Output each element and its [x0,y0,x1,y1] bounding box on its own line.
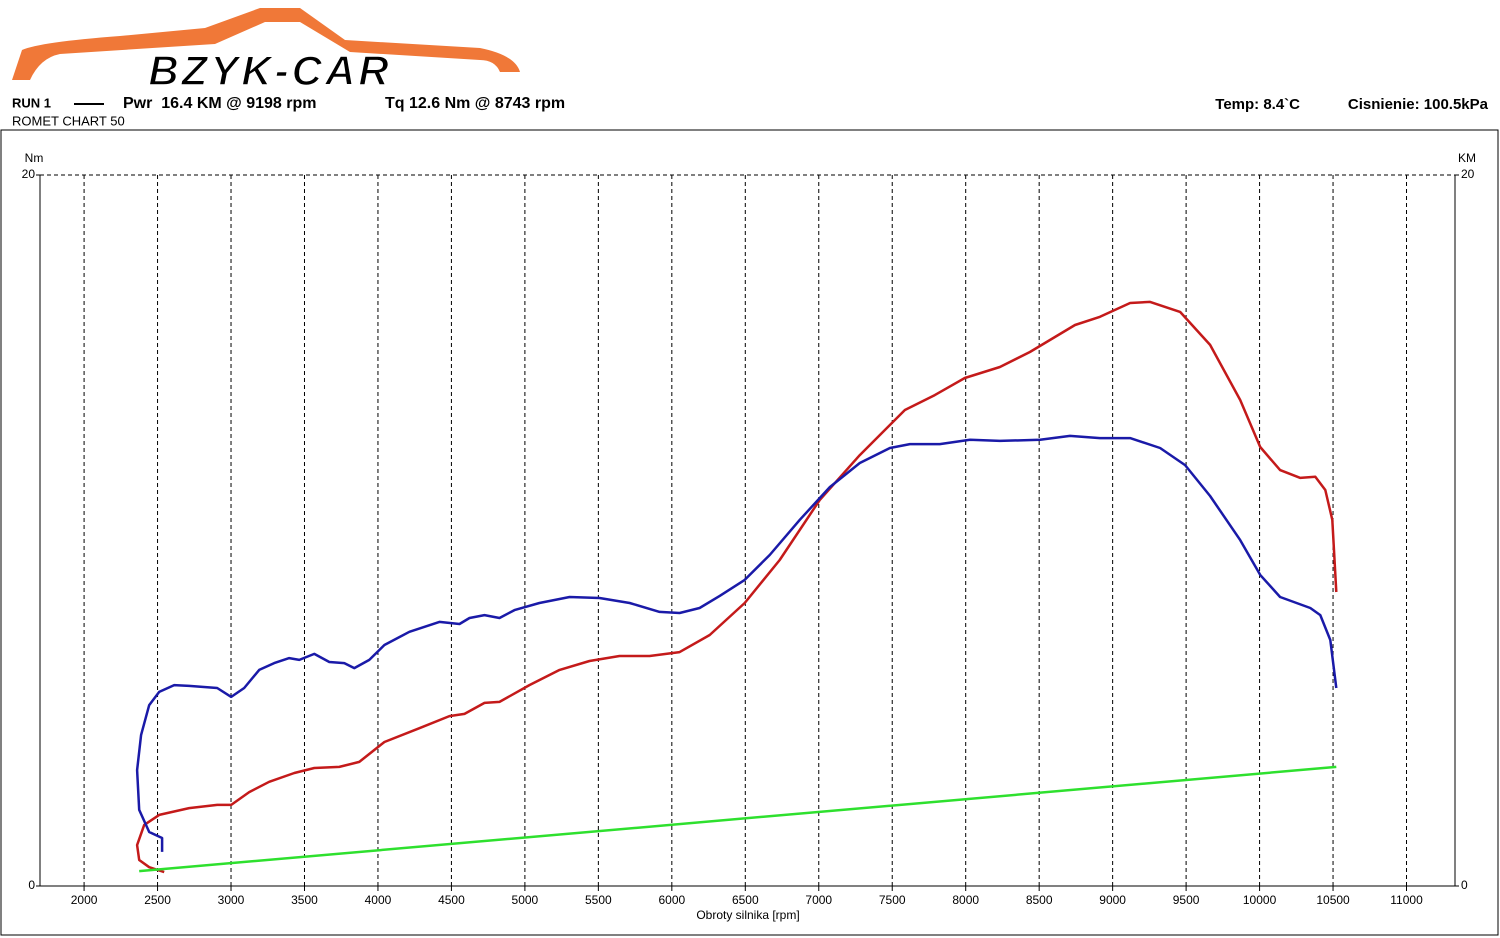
y-tick-label: 0 [28,878,35,892]
frame [0,129,1499,936]
x-tick-label: 4500 [438,893,465,907]
x-tick-label: 5500 [585,893,612,907]
x-tick-label: 8500 [1026,893,1053,907]
y2-tick-label: 20 [1461,167,1475,181]
x-tick-label: 7500 [879,893,906,907]
logo-car [12,8,520,80]
y2-axis-label: KM [1458,151,1476,165]
y-tick-label: 20 [22,167,36,181]
pressure: Cisnienie: 100.5kPa [1348,96,1489,113]
series-line [135,434,1338,852]
x-tick-label: 9000 [1099,893,1126,907]
logo-text: BZYK-CAR [148,47,391,94]
subtitle: ROMET CHART 50 [12,113,125,128]
x-axis-label: Obroty silnika [rpm] [696,908,799,922]
x-tick-label: 10000 [1243,893,1277,907]
x-tick-label: 2000 [71,893,98,907]
x-tick-label: 6500 [732,893,759,907]
x-tick-label: 10500 [1316,893,1350,907]
x-tick-label: 9500 [1173,893,1200,907]
x-tick-label: 5000 [512,893,539,907]
x-tick-label: 11000 [1390,893,1423,907]
series-line [135,300,1338,874]
run-label: RUN 1 [12,95,51,110]
y-axis-label: Nm [25,151,44,165]
x-tick-label: 8000 [952,893,979,907]
temperature: Temp: 8.4`C [1215,96,1300,113]
x-tick-label: 6000 [658,893,685,907]
y2-tick-label: 0 [1461,878,1468,892]
x-tick-label: 3500 [291,893,318,907]
legend-entry: Tq 12.6 Nm @ 8743 rpm [385,95,565,112]
x-tick-label: 4000 [365,893,392,907]
series-line [139,765,1337,873]
legend-entry: Pwr 16.4 KM @ 9198 rpm [123,95,316,112]
x-tick-label: 2500 [144,893,171,907]
x-tick-label: 3000 [218,893,245,907]
x-tick-label: 7000 [805,893,832,907]
